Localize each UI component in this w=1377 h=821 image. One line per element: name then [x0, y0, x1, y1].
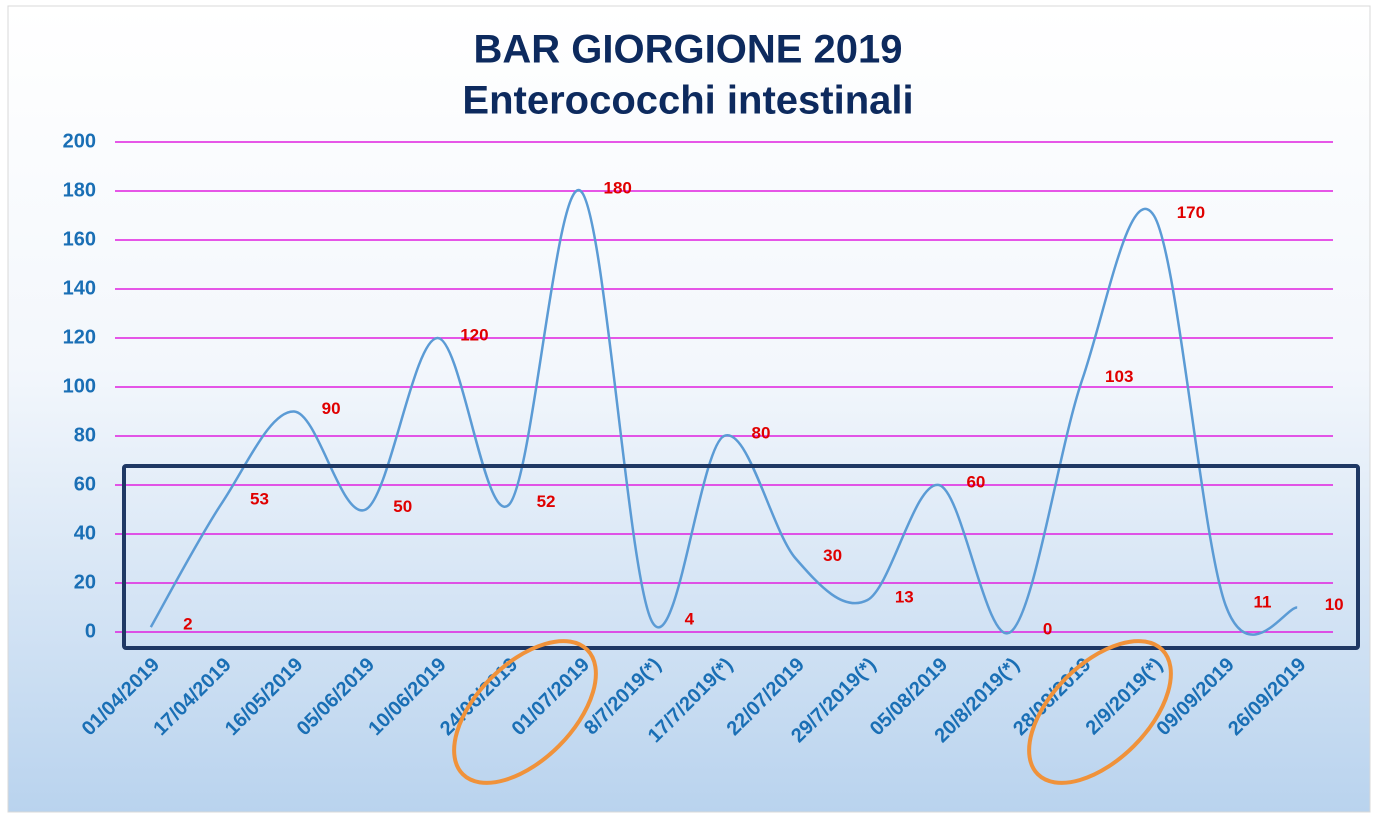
chart-title: BAR GIORGIONE 2019	[473, 28, 902, 72]
data-label: 53	[250, 490, 269, 509]
data-label: 2	[183, 615, 192, 634]
plot: 2 53 90 50 120 52 180 4 80 30 13 60 0 103 170 11 10	[149, 178, 1344, 638]
y-tick-label: 20	[74, 571, 96, 593]
data-label: 90	[322, 399, 341, 418]
highlight-ellipse	[452, 639, 598, 785]
y-tick-label: 80	[74, 424, 96, 446]
y-tick-label: 100	[63, 375, 96, 397]
data-label: 11	[1254, 593, 1272, 612]
data-label: 120	[460, 325, 488, 344]
y-tick-label: 0	[85, 620, 96, 642]
y-tick-label: 160	[63, 228, 96, 250]
chart-subtitle: Enterococchi intestinali	[462, 79, 913, 123]
data-label: 80	[752, 423, 771, 442]
y-tick-label: 200	[63, 130, 96, 152]
y-tick-label: 140	[63, 277, 96, 299]
data-label: 52	[537, 492, 556, 511]
data-label: 180	[604, 178, 632, 197]
y-tick-label: 120	[63, 326, 96, 348]
series-line	[149, 189, 1298, 636]
chart-background	[7, 5, 1371, 813]
data-label: 170	[1177, 203, 1205, 222]
y-tick-label: 60	[74, 473, 96, 495]
y-tick-label: 180	[63, 179, 96, 201]
data-label: 13	[895, 588, 914, 607]
data-label: 50	[393, 497, 412, 516]
data-label: 4	[685, 610, 695, 629]
data-label: 30	[823, 546, 842, 565]
y-tick-label: 40	[74, 522, 96, 544]
highlight-box	[122, 464, 1360, 650]
data-label: 10	[1325, 595, 1344, 614]
data-label: 60	[966, 472, 985, 491]
data-label: 0	[1043, 619, 1052, 638]
highlight-ellipse	[1027, 639, 1173, 785]
data-label: 103	[1105, 367, 1133, 386]
